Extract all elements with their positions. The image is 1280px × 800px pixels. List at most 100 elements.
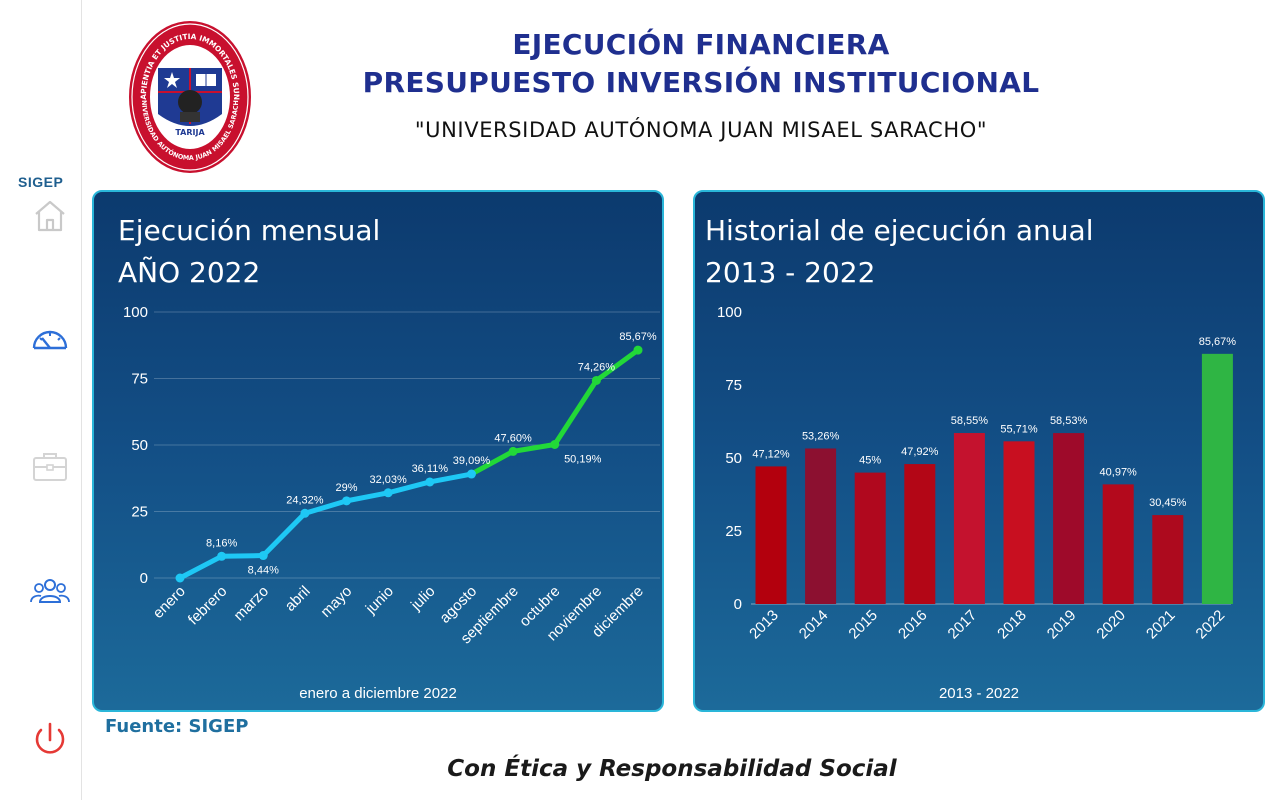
university-seal-logo: SAPIENTIA ET JUSTITIA IMMORTALES SUNT UN… (128, 20, 251, 173)
data-point (550, 439, 560, 449)
x-tick-label: marzo (231, 583, 272, 624)
data-point (300, 508, 310, 518)
x-tick-label: mayo (317, 583, 355, 621)
monthly-panel-footer: enero a diciembre 2022 (299, 685, 457, 702)
line-segment (385, 479, 433, 496)
monthly-panel-title: Ejecución mensual AÑO 2022 (118, 210, 380, 294)
x-tick-label: abril (282, 583, 314, 615)
y-tick-label: 25 (725, 523, 742, 540)
page-title-line2: PRESUPUESTO INVERSIÓN INSTITUCIONAL (362, 66, 1040, 99)
line-segment (468, 448, 516, 477)
x-tick-label: 2019 (1044, 607, 1080, 643)
data-label: 24,32% (286, 494, 324, 506)
y-tick-label: 100 (717, 304, 742, 321)
page-subtitle: "UNIVERSIDAD AUTÓNOMA JUAN MISAEL SARACH… (414, 118, 988, 142)
monthly-execution-panel: Ejecución mensual AÑO 2022 0 25 50 75 100 8,1… (92, 190, 664, 712)
x-tick-label: 2022 (1193, 607, 1229, 643)
line-segment (593, 347, 641, 383)
y-tick-label: 75 (725, 377, 742, 394)
x-tick-label: 2020 (1093, 607, 1129, 643)
source-note: Fuente: SIGEP (105, 716, 249, 737)
home-icon[interactable] (28, 194, 72, 238)
data-label: 50,19% (564, 453, 602, 465)
monthly-line-chart: 0 25 50 75 100 8,16% 8,44% 24,32% 29% 32,03% 36,11… (123, 304, 660, 647)
x-tick-label: 2016 (895, 607, 931, 643)
bar-value-label: 45% (859, 455, 881, 467)
bar-value-label: 40,97% (1100, 466, 1138, 478)
dashboard-gauge-icon[interactable] (28, 318, 72, 362)
data-point (633, 345, 643, 355)
data-point (425, 477, 435, 487)
power-icon[interactable] (28, 718, 72, 762)
bar (1152, 515, 1184, 604)
bar-value-label: 53,26% (802, 430, 840, 442)
line-segment (219, 553, 266, 559)
annual-history-panel: Historial de ejecución anual 2013 - 2022… (693, 190, 1265, 712)
data-point (258, 551, 268, 561)
bar (854, 472, 886, 604)
briefcase-icon[interactable] (28, 444, 72, 488)
sidebar: SIGEP (0, 0, 82, 800)
annual-panel-footer: 2013 - 2022 (938, 685, 1020, 702)
bar-value-label: 47,12% (752, 448, 790, 460)
x-tick-label: 2021 (1143, 607, 1179, 643)
data-point (342, 496, 352, 506)
data-point (175, 573, 185, 583)
y-tick-label: 75 (131, 371, 148, 388)
data-label: 74,26% (578, 361, 616, 373)
x-tick-label: 2018 (994, 607, 1030, 643)
bar (755, 466, 787, 604)
line-segment (260, 510, 308, 559)
data-label: 8,44% (248, 565, 279, 577)
sidebar-brand: SIGEP (18, 174, 64, 190)
data-point (466, 469, 476, 479)
data-label: 32,03% (370, 474, 408, 486)
x-tick-label: febrero (185, 583, 231, 629)
bar (1053, 433, 1085, 604)
data-point (217, 551, 227, 561)
x-tick-label: 2015 (845, 607, 881, 643)
bar-value-label: 85,67% (1199, 336, 1237, 348)
line-segment (344, 490, 391, 504)
line-segment (177, 553, 225, 581)
bar (1201, 353, 1233, 604)
monthly-title-line1: Ejecución mensual (118, 214, 381, 247)
x-tick-label: 2013 (746, 607, 782, 643)
y-tick-label: 0 (734, 596, 742, 613)
y-tick-label: 0 (140, 570, 148, 587)
page-title-line1: EJECUCIÓN FINANCIERA (512, 28, 890, 61)
annual-bar-chart: 0 25 50 75 100 47,12% 2013 53,26% 2014 45% 2015 47,… (717, 304, 1237, 643)
x-tick-label: julio (407, 583, 439, 615)
annual-title-line2: 2013 - 2022 (705, 256, 876, 289)
line-segment (552, 377, 599, 447)
x-tick-label: enero (150, 583, 189, 622)
annual-panel-title: Historial de ejecución anual 2013 - 2022 (705, 210, 1093, 294)
bar (953, 433, 985, 604)
data-point (591, 375, 601, 385)
logo-city-text: TARIJA (175, 128, 205, 137)
users-icon[interactable] (28, 570, 72, 614)
bar (1102, 484, 1134, 604)
data-label: 85,67% (619, 331, 657, 343)
bar (904, 464, 936, 604)
y-tick-label: 100 (123, 304, 148, 321)
bar-value-label: 47,92% (901, 446, 939, 458)
data-point (508, 446, 518, 456)
bar-value-label: 58,55% (951, 415, 989, 427)
data-label: 8,16% (206, 537, 237, 549)
bar-value-label: 30,45% (1149, 497, 1187, 509)
line-segment (427, 471, 474, 485)
data-label: 47,60% (494, 432, 532, 444)
motto: Con Ética y Responsabilidad Social (447, 756, 897, 782)
x-tick-label: 2014 (796, 607, 832, 643)
bar (805, 448, 837, 604)
y-tick-label: 25 (131, 504, 148, 521)
bar (1003, 441, 1035, 604)
data-label: 29% (336, 482, 358, 494)
x-tick-label: 2017 (945, 607, 981, 643)
y-tick-label: 50 (725, 450, 742, 467)
data-label: 39,09% (453, 455, 491, 467)
annual-title-line1: Historial de ejecución anual (705, 214, 1094, 247)
line-segment (302, 498, 350, 516)
data-point (383, 488, 393, 498)
